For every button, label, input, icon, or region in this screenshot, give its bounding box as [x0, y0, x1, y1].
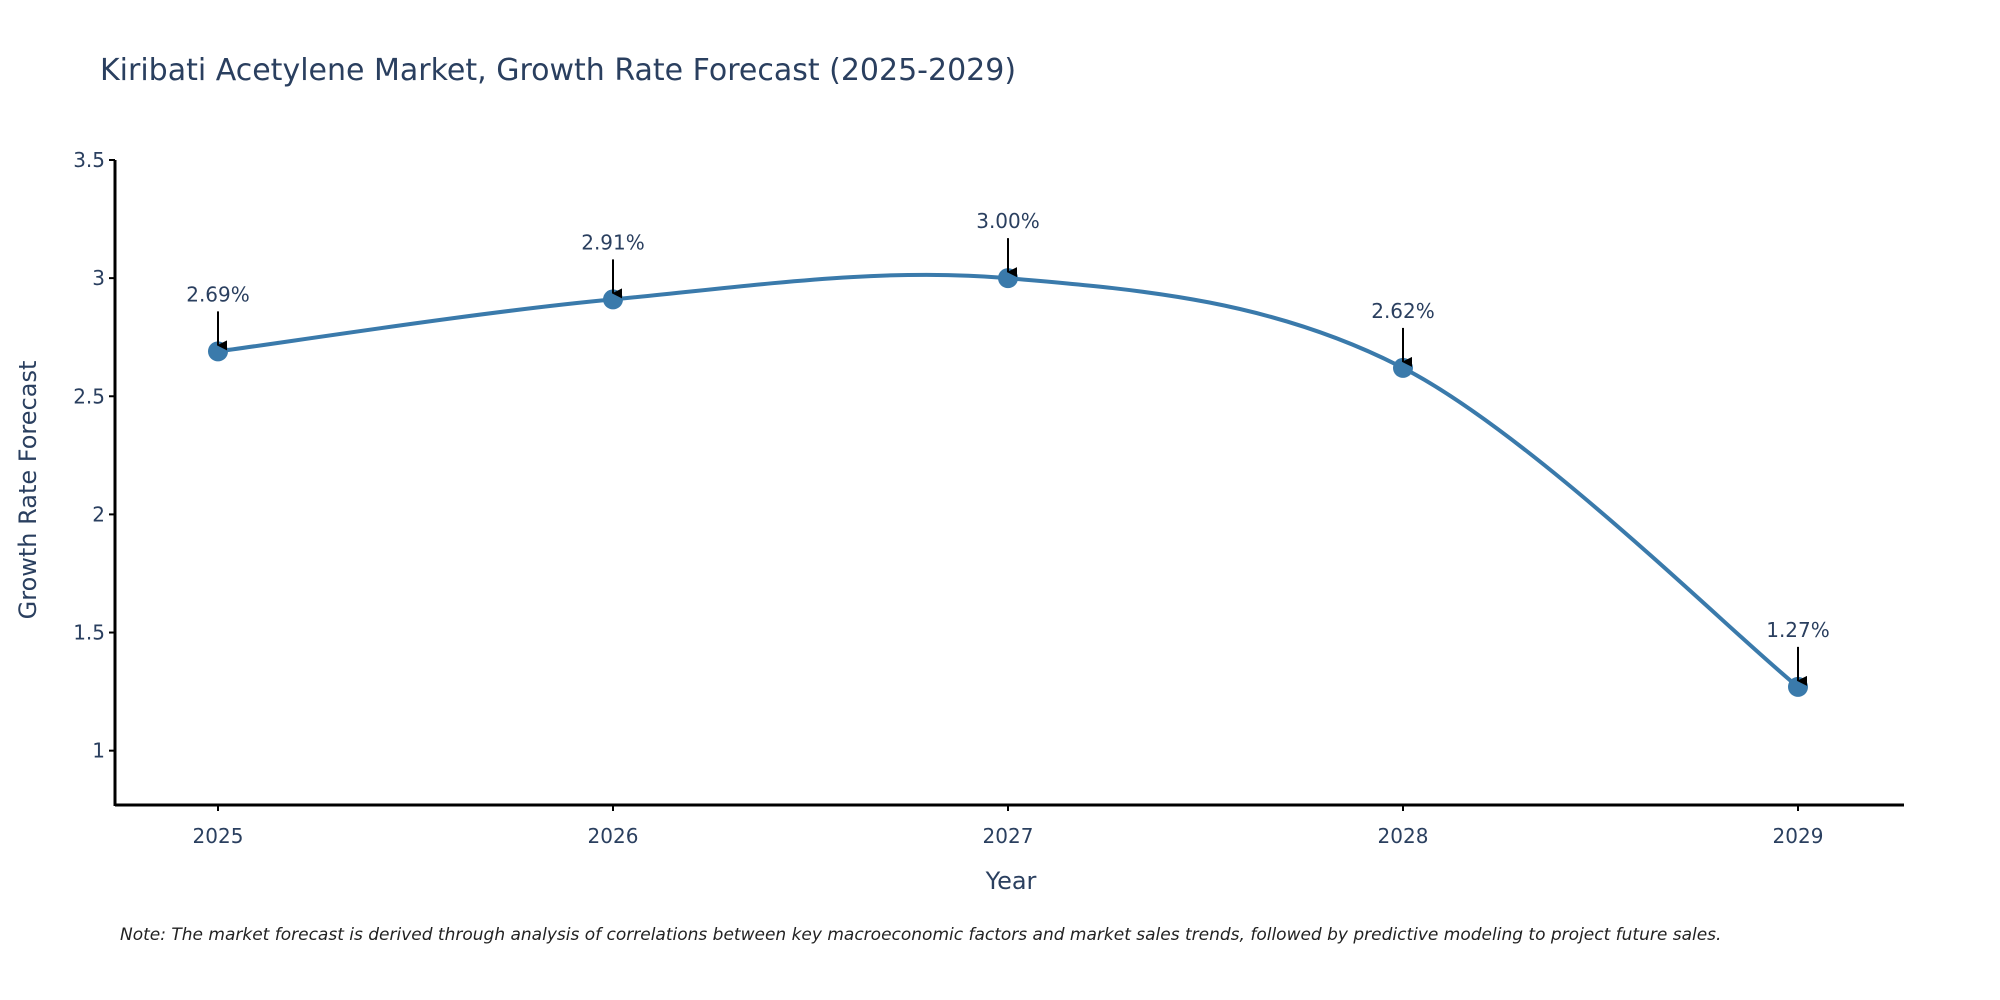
data-label-2026: 2.91%	[581, 230, 645, 254]
x-tick-label: 2028	[1378, 824, 1429, 848]
x-axis-title: Year	[985, 867, 1037, 895]
y-tick-label: 3	[92, 266, 105, 290]
y-tick-label: 1.5	[73, 621, 105, 645]
footnote: Note: The market forecast is derived thr…	[120, 925, 1721, 945]
series-line	[217, 272, 1800, 689]
x-tick-label: 2029	[1773, 824, 1824, 848]
data-label-2025: 2.69%	[186, 282, 250, 306]
y-tick-label: 3.5	[73, 148, 105, 172]
y-tick-label: 2.5	[73, 384, 105, 408]
data-label-2029: 1.27%	[1766, 618, 1830, 642]
x-tick-label: 2027	[983, 824, 1034, 848]
y-tick-label: 2	[92, 502, 105, 526]
chart-title: Kiribati Acetylene Market, Growth Rate F…	[100, 53, 1016, 88]
data-label-2027: 3.00%	[976, 209, 1040, 233]
y-tick-label: 1	[92, 739, 105, 763]
x-tick-label: 2026	[588, 824, 639, 848]
x-axis-ticks: 2025 2026 2027 2028 2029	[193, 805, 1824, 848]
data-annotations: 2.69% 2.91% 3.00% 2.62% 1.27%	[186, 209, 1830, 686]
y-axis-title: Growth Rate Forecast	[14, 361, 42, 620]
y-axis-ticks: 1 1.5 2 2.5 3 3.5	[73, 148, 115, 763]
data-label-2028: 2.62%	[1371, 299, 1435, 323]
x-tick-label: 2025	[193, 824, 244, 848]
